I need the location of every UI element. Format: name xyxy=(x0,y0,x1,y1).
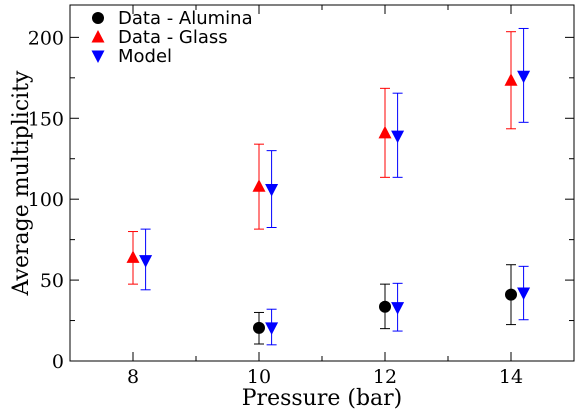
y-tick-label: 0 xyxy=(52,351,64,373)
data-marks xyxy=(126,27,531,346)
x-tick-label: 12 xyxy=(373,366,397,388)
data-glass-point xyxy=(378,125,392,139)
x-tick-label: 14 xyxy=(499,366,523,388)
model-point xyxy=(265,183,279,197)
model-point xyxy=(517,287,531,301)
legend-marker-model xyxy=(91,50,105,63)
legend-label-model: Model xyxy=(118,46,172,67)
y-tick-label: 200 xyxy=(28,27,64,49)
model-point xyxy=(265,322,279,335)
legend-marker-data-alumina xyxy=(92,12,104,24)
data-alumina-point xyxy=(379,300,391,313)
x-tick-label: 10 xyxy=(247,366,271,388)
data-glass-point xyxy=(504,73,518,86)
legend-label-data-glass: Data - Glass xyxy=(118,27,228,48)
data-glass-point xyxy=(126,250,140,263)
y-axis-label: Average multiplicity xyxy=(9,70,34,296)
legend-marker-data-glass xyxy=(91,30,105,43)
legend-label-data-alumina: Data - Alumina xyxy=(118,8,253,29)
axis-ticks: 8 10 12 14 0 50 100 150 200 xyxy=(28,5,575,388)
y-tick-label: 150 xyxy=(28,108,64,130)
x-tick-label: 8 xyxy=(127,366,139,388)
model-point xyxy=(517,70,531,84)
data-glass-point xyxy=(252,179,266,192)
data-alumina-point xyxy=(505,288,517,301)
model-point xyxy=(139,255,153,268)
model-point xyxy=(391,130,405,144)
y-tick-label: 100 xyxy=(28,189,64,211)
data-alumina-point xyxy=(253,321,265,334)
model-point xyxy=(391,302,405,315)
y-tick-label: 50 xyxy=(40,270,64,292)
x-axis-label: Pressure (bar) xyxy=(242,386,403,411)
